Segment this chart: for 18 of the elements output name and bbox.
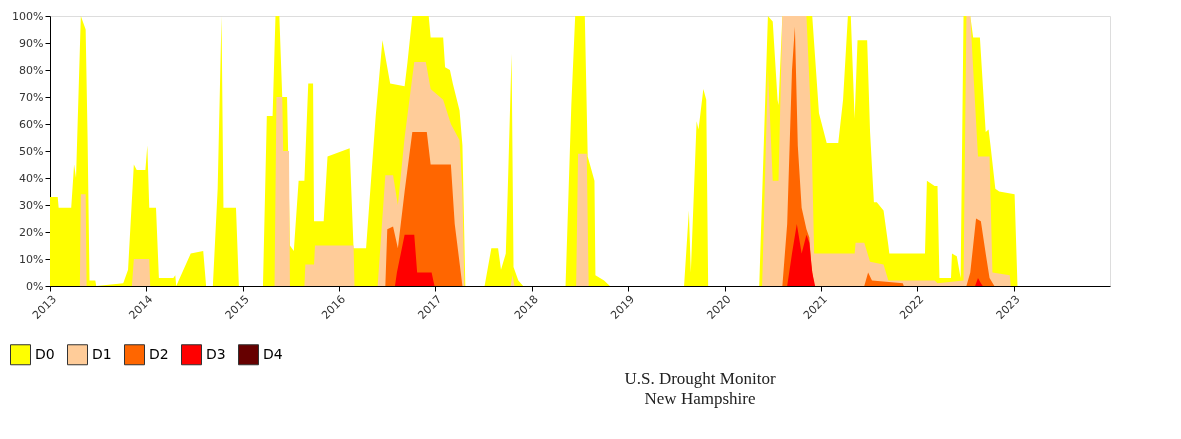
legend-label: D4: [263, 345, 283, 362]
y-tick-label: 0%: [26, 279, 44, 293]
y-tick-label: 30%: [19, 198, 44, 212]
y-tick-label: 50%: [19, 144, 44, 158]
y-tick-label: 20%: [19, 225, 44, 239]
y-tick-label: 100%: [12, 9, 44, 23]
legend-label: D2: [149, 345, 169, 362]
y-tick-label: 10%: [19, 252, 44, 266]
legend-label: D3: [206, 345, 226, 362]
text: New Hampshire: [644, 389, 756, 408]
y-tick-label: 80%: [19, 63, 44, 77]
legend-label: D1: [92, 345, 112, 362]
y-tick-label: 60%: [19, 117, 44, 131]
y-tick-label: 70%: [19, 90, 44, 104]
y-tick-label: 90%: [19, 36, 44, 50]
legend-label: D0: [35, 345, 55, 362]
y-tick-label: 40%: [19, 171, 44, 185]
text: U.S. Drought Monitor: [624, 369, 776, 388]
